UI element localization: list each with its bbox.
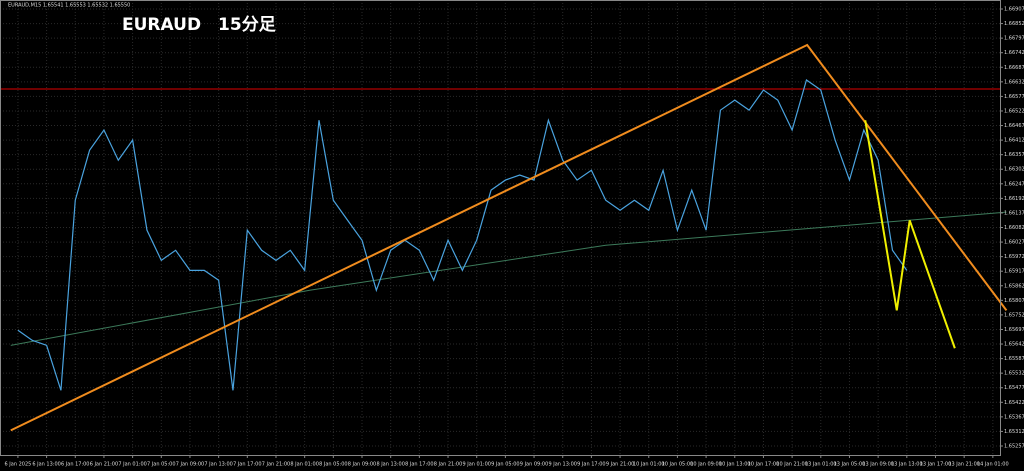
y-tick-label: 1.65752 — [1004, 312, 1024, 318]
x-tick-label: 9 Jan 01:00 — [462, 462, 490, 468]
y-tick-label: 1.66797 — [1004, 36, 1024, 42]
x-tick-label: 8 Jan 17:00 — [405, 462, 433, 468]
x-tick-label: 8 Jan 21:00 — [434, 462, 462, 468]
x-tick-label: 7 Jan 09:00 — [176, 462, 204, 468]
x-tick-label: 13 Jan 17:00 — [920, 462, 952, 468]
y-tick-label: 1.66907 — [1004, 7, 1024, 13]
y-tick-label: 1.66742 — [1004, 50, 1024, 56]
x-tick-label: 9 Jan 17:00 — [577, 462, 605, 468]
y-tick-label: 1.66632 — [1004, 79, 1024, 85]
y-tick-label: 1.66302 — [1004, 167, 1024, 173]
y-tick-label: 1.65312 — [1004, 429, 1024, 435]
x-tick-label: 9 Jan 09:00 — [520, 462, 548, 468]
x-tick-label: 14 Jan 01:00 — [977, 462, 1009, 468]
x-tick-label: 8 Jan 01:00 — [290, 462, 318, 468]
trend-line — [864, 120, 956, 349]
y-tick-label: 1.65862 — [1004, 283, 1024, 289]
x-tick-label: 10 Jan 01:00 — [633, 462, 665, 468]
x-tick-label: 10 Jan 05:00 — [662, 462, 694, 468]
y-tick-label: 1.65587 — [1004, 356, 1024, 362]
y-tick-label: 1.66467 — [1004, 123, 1024, 129]
x-tick-label: 6 Jan 13:00 — [32, 462, 60, 468]
price-line — [17, 79, 908, 391]
chart-title: EURAUD 15分足 — [122, 15, 276, 35]
grid — [0, 0, 1000, 455]
x-tick-label: 10 Jan 17:00 — [748, 462, 780, 468]
trend-line — [10, 43, 1008, 432]
plot — [0, 43, 1008, 432]
y-tick-label: 1.65972 — [1004, 254, 1024, 260]
x-tick-label: 7 Jan 21:00 — [262, 462, 290, 468]
y-tick-label: 1.66137 — [1004, 210, 1024, 216]
x-tick-label: 9 Jan 21:00 — [606, 462, 634, 468]
x-tick-label: 13 Jan 09:00 — [862, 462, 894, 468]
y-tick-label: 1.66247 — [1004, 181, 1024, 187]
header-info: EURAUD,M15 1.65541 1.65553 1.65532 1.655… — [8, 3, 130, 9]
x-tick-label: 7 Jan 17:00 — [233, 462, 261, 468]
x-tick-label: 7 Jan 13:00 — [204, 462, 232, 468]
x-tick-label: 10 Jan 13:00 — [719, 462, 751, 468]
x-tick-label: 8 Jan 05:00 — [319, 462, 347, 468]
y-tick-label: 1.66687 — [1004, 65, 1024, 71]
y-tick-label: 1.65642 — [1004, 342, 1024, 348]
y-tick-label: 1.65477 — [1004, 385, 1024, 391]
x-tick-label: 9 Jan 05:00 — [491, 462, 519, 468]
x-tick-label: 10 Jan 09:00 — [690, 462, 722, 468]
x-tick-label: 9 Jan 13:00 — [548, 462, 576, 468]
x-tick-label: 10 Jan 21:00 — [776, 462, 808, 468]
y-tick-label: 1.65697 — [1004, 327, 1024, 333]
x-tick-label: 7 Jan 05:00 — [147, 462, 175, 468]
x-tick-label: 13 Jan 01:00 — [805, 462, 837, 468]
y-tick-label: 1.65257 — [1004, 443, 1024, 449]
y-tick-label: 1.65422 — [1004, 400, 1024, 406]
y-tick-label: 1.66192 — [1004, 196, 1024, 202]
y-tick-label: 1.65367 — [1004, 414, 1024, 420]
y-tick-label: 1.66852 — [1004, 21, 1024, 27]
x-tick-label: 13 Jan 05:00 — [834, 462, 866, 468]
x-tick-label: 8 Jan 09:00 — [348, 462, 376, 468]
x-tick-label: 6 Jan 17:00 — [61, 462, 89, 468]
moving-average — [10, 211, 1007, 346]
y-tick-label: 1.66577 — [1004, 94, 1024, 100]
y-tick-label: 1.66082 — [1004, 225, 1024, 231]
x-tick-label: 13 Jan 21:00 — [948, 462, 980, 468]
x-tick-label: 13 Jan 13:00 — [891, 462, 923, 468]
y-tick-label: 1.66027 — [1004, 240, 1024, 246]
y-tick-label: 1.66412 — [1004, 138, 1024, 144]
y-tick-label: 1.65807 — [1004, 298, 1024, 304]
x-tick-label: 7 Jan 01:00 — [118, 462, 146, 468]
y-tick-label: 1.65917 — [1004, 269, 1024, 275]
x-tick-label: 8 Jan 13:00 — [376, 462, 404, 468]
y-tick-label: 1.66522 — [1004, 108, 1024, 114]
y-tick-label: 1.65532 — [1004, 371, 1024, 377]
x-tick-label: 6 Jan 2025 — [5, 462, 32, 468]
y-tick-label: 1.66357 — [1004, 152, 1024, 158]
x-tick-label: 6 Jan 21:00 — [90, 462, 118, 468]
